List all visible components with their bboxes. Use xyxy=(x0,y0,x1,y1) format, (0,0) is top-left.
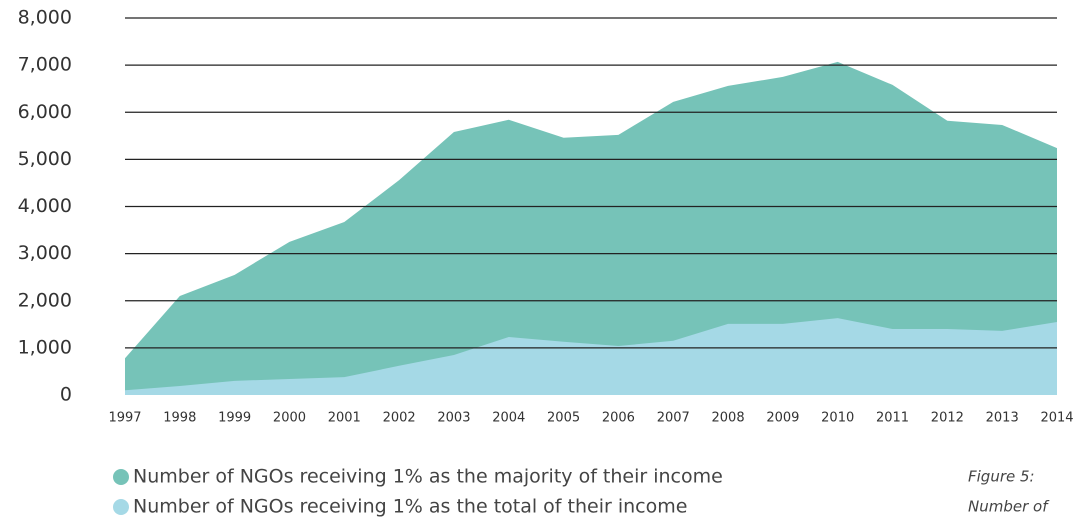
x-tick-label: 1998 xyxy=(163,411,196,426)
x-tick-label: 2011 xyxy=(876,411,909,426)
x-tick-label: 2013 xyxy=(986,411,1019,426)
caption-title: Figure 5: xyxy=(968,468,1035,486)
area xyxy=(125,318,1057,395)
y-tick-label: 0 xyxy=(60,384,72,406)
x-tick-label: 2002 xyxy=(383,411,416,426)
y-tick-label: 8,000 xyxy=(18,7,72,29)
y-tick-label: 1,000 xyxy=(18,336,72,358)
x-tick-label: 2006 xyxy=(602,411,635,426)
x-tick-label: 1999 xyxy=(218,411,251,426)
x-tick-label: 2012 xyxy=(931,411,964,426)
x-tick-label: 2005 xyxy=(547,411,580,426)
legend-label: Number of NGOs receiving 1% as the total… xyxy=(133,496,687,518)
area xyxy=(125,61,1057,396)
y-tick-label: 6,000 xyxy=(18,101,72,123)
x-tick-label: 2008 xyxy=(712,411,745,426)
x-tick-label: 2014 xyxy=(1040,411,1073,426)
x-tick-label: 2009 xyxy=(766,411,799,426)
legend-marker xyxy=(113,469,129,485)
x-tick-label: 2003 xyxy=(437,411,470,426)
x-tick-label: 2000 xyxy=(273,411,306,426)
legend-label: Number of NGOs receiving 1% as the major… xyxy=(133,466,723,488)
y-tick-label: 2,000 xyxy=(18,289,72,311)
y-tick-label: 3,000 xyxy=(18,242,72,264)
y-tick-label: 5,000 xyxy=(18,148,72,170)
y-tick-label: 4,000 xyxy=(18,195,72,217)
y-tick-label: 7,000 xyxy=(18,54,72,76)
x-tick-label: 1997 xyxy=(108,411,141,426)
legend-marker xyxy=(113,499,129,515)
x-tick-label: 2001 xyxy=(328,411,361,426)
x-tick-label: 2004 xyxy=(492,411,525,426)
x-tick-label: 2007 xyxy=(657,411,690,426)
caption-text: Number of xyxy=(968,498,1050,516)
x-tick-label: 2010 xyxy=(821,411,854,426)
